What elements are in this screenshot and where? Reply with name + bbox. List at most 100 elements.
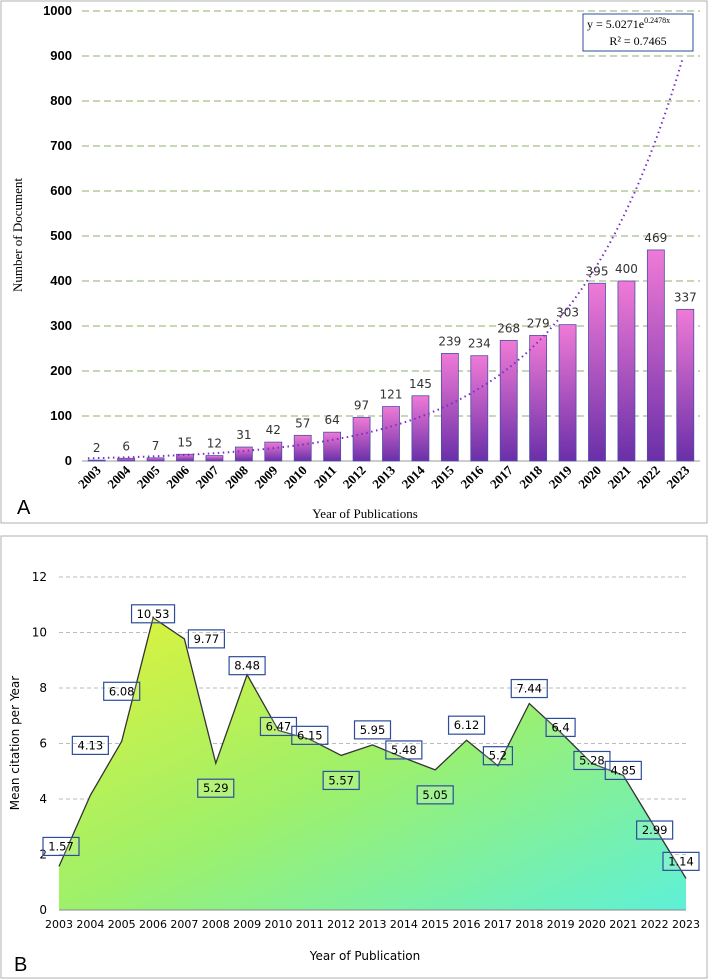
chart-b-x-tick-label: 2005: [108, 918, 136, 931]
chart-a-data-label: 6: [122, 439, 130, 453]
chart-a-data-label: 400: [615, 262, 638, 276]
chart-b-frame: [0, 535, 708, 979]
chart-a-y-axis-title: Number of Document: [10, 178, 25, 292]
chart-b-data-label: 5.05: [422, 788, 448, 802]
chart-b-data-label-box: [71, 735, 109, 755]
chart-b-data-label-2009: 8.48: [228, 656, 266, 676]
chart-a-y-tick-label: 300: [50, 318, 72, 333]
chart-b-data-label-2023: 1.14: [662, 851, 700, 871]
chart-b-line: [58, 616, 687, 879]
chart-b-y-tick-label: 0: [39, 903, 47, 917]
chart-b-data-labels: 1.57 4.13 6.08 10.53 9.77 5.29 8.48 6.47 6.15 5.5…: [42, 604, 700, 871]
chart-b-data-label-2015: 5.05: [416, 785, 454, 805]
chart-a-bar-2011: [323, 431, 342, 462]
chart-b-x-tick-label: 2003: [45, 918, 73, 931]
chart-b-x-tick-label: 2021: [609, 918, 637, 931]
chart-b-y-tick-label: 6: [39, 737, 47, 751]
chart-b-x-tick-label: 2004: [76, 918, 104, 931]
chart-b-data-label-box: [291, 725, 329, 745]
chart-a-data-label: 57: [295, 416, 310, 430]
chart-b-x-tick-label: 2012: [327, 918, 355, 931]
chart-b-data-label: 5.95: [360, 723, 386, 737]
chart-a-y-tick-label: 400: [50, 273, 72, 288]
chart-a-bars: [87, 249, 695, 462]
chart-a-bar-2017: [499, 339, 518, 462]
chart-b-data-label: 8.48: [234, 659, 260, 673]
chart-b-data-label-2022: 2.99: [636, 820, 674, 840]
chart-b-data-label: 4.13: [78, 738, 104, 752]
chart-b-x-tick-label: 2016: [453, 918, 481, 931]
chart-b-data-label-2005: 6.08: [103, 681, 141, 701]
chart-b-x-tick-label: 2013: [359, 918, 387, 931]
chart-a-bar-2006: [176, 453, 194, 462]
chart-b-data-label-2020: 5.28: [573, 750, 611, 771]
chart-a-bar-2016: [470, 355, 489, 462]
chart-a-bar-2018: [529, 335, 548, 462]
chart-a-data-label: 234: [468, 337, 491, 351]
chart-a-data-labels: 2 6 7 15 12 31 42 57 64 97 121 145 239 234 268 279 303 39…: [93, 231, 697, 455]
chart-a-bar-2007: [205, 455, 224, 462]
svg-text:y = 5.0271e0.2478x: y = 5.0271e0.2478x: [587, 16, 670, 31]
chart-a-data-label: 121: [380, 388, 403, 402]
chart-b-data-label-box: [573, 750, 611, 771]
chart-b-x-tick-label: 2006: [139, 918, 167, 931]
chart-b-data-label-box: [545, 717, 576, 738]
chart-b-x-axis-title: Year of Publication: [309, 949, 420, 963]
chart-b-data-label-box: [197, 778, 235, 798]
chart-b-data-label: 6.47: [266, 719, 292, 733]
chart-b-data-label: 5.57: [328, 773, 354, 787]
chart-b-data-label-box: [353, 720, 392, 740]
chart-a-data-label: 303: [556, 306, 579, 320]
chart-a-bar-2021: [617, 280, 636, 462]
chart-a-data-label: 145: [409, 377, 432, 391]
chart-b-x-tick-label: 2008: [202, 918, 230, 931]
chart-a-frame: [0, 0, 708, 524]
chart-a-data-label: 7: [152, 439, 160, 453]
chart-b-data-label-2008: 5.29: [197, 778, 235, 798]
chart-b-x-tick-label: 2009: [233, 918, 261, 931]
chart-a-data-label: 2: [93, 441, 101, 455]
chart-a-data-label: 469: [644, 231, 667, 245]
chart-b-x-tick-label: 2017: [484, 918, 512, 931]
chart-b-data-label-box: [42, 836, 80, 857]
chart-b-data-label: 5.2: [489, 749, 507, 763]
chart-b-data-label-box: [510, 678, 548, 699]
chart-b-x-tick-label: 2020: [578, 918, 606, 931]
chart-b-x-tick-label: 2023: [672, 918, 700, 931]
chart-a-panel-label: A: [17, 497, 31, 519]
chart-b-data-label-box: [322, 770, 360, 791]
chart-b-data-label-box: [482, 746, 513, 766]
chart-b-data-label-2018: 7.44: [510, 678, 548, 699]
chart-b-data-label: 5.28: [579, 753, 605, 767]
chart-a-data-label: 239: [438, 334, 461, 348]
chart-a-y-tick-label: 600: [50, 183, 72, 198]
chart-a-equation-exponent: 0.2478x: [644, 16, 670, 25]
chart-a-bar-2013: [382, 406, 400, 462]
chart-a-data-label: 12: [207, 437, 222, 451]
chart-b-x-tick-label: 2007: [170, 918, 198, 931]
chart-a-bar-2022: [646, 249, 665, 462]
chart-b-data-label: 5.48: [391, 743, 417, 757]
chart-b-data-label-box: [130, 604, 176, 624]
chart-b-data-label: 6.08: [109, 684, 135, 698]
chart-a-y-tick-label: 0: [65, 453, 72, 468]
chart-a-bar-2015: [440, 353, 459, 462]
chart-a-data-label: 395: [586, 264, 609, 278]
chart-b-data-label-2006: 10.53: [130, 604, 176, 624]
chart-b-data-label: 6.15: [297, 728, 323, 742]
chart-a: 0 100 200 300 400 500 600 700 800 900 1000 2 6 7 15 12…: [0, 0, 708, 524]
chart-b-data-label: 4.85: [610, 763, 636, 777]
chart-b-panel-label: B: [14, 954, 27, 976]
chart-a-y-tick-label: 100: [50, 408, 72, 423]
chart-a-bar-2003: [87, 459, 106, 462]
chart-b-x-tick-label: 2010: [264, 918, 292, 931]
chart-b-data-label-box: [187, 629, 225, 649]
chart-b-data-label-2007: 9.77: [187, 629, 225, 649]
chart-b-y-tick-label: 8: [39, 681, 47, 695]
chart-a-bar-2023: [676, 308, 695, 462]
chart-b-x-tick-labels: 2003 2004 2005 2006 2007 2008 2009 2010 2011 2012…: [45, 918, 700, 931]
chart-b-data-label-box: [228, 656, 266, 676]
chart-a-bar-2014: [411, 395, 430, 462]
chart-b-data-label-2010: 6.47: [259, 716, 298, 737]
